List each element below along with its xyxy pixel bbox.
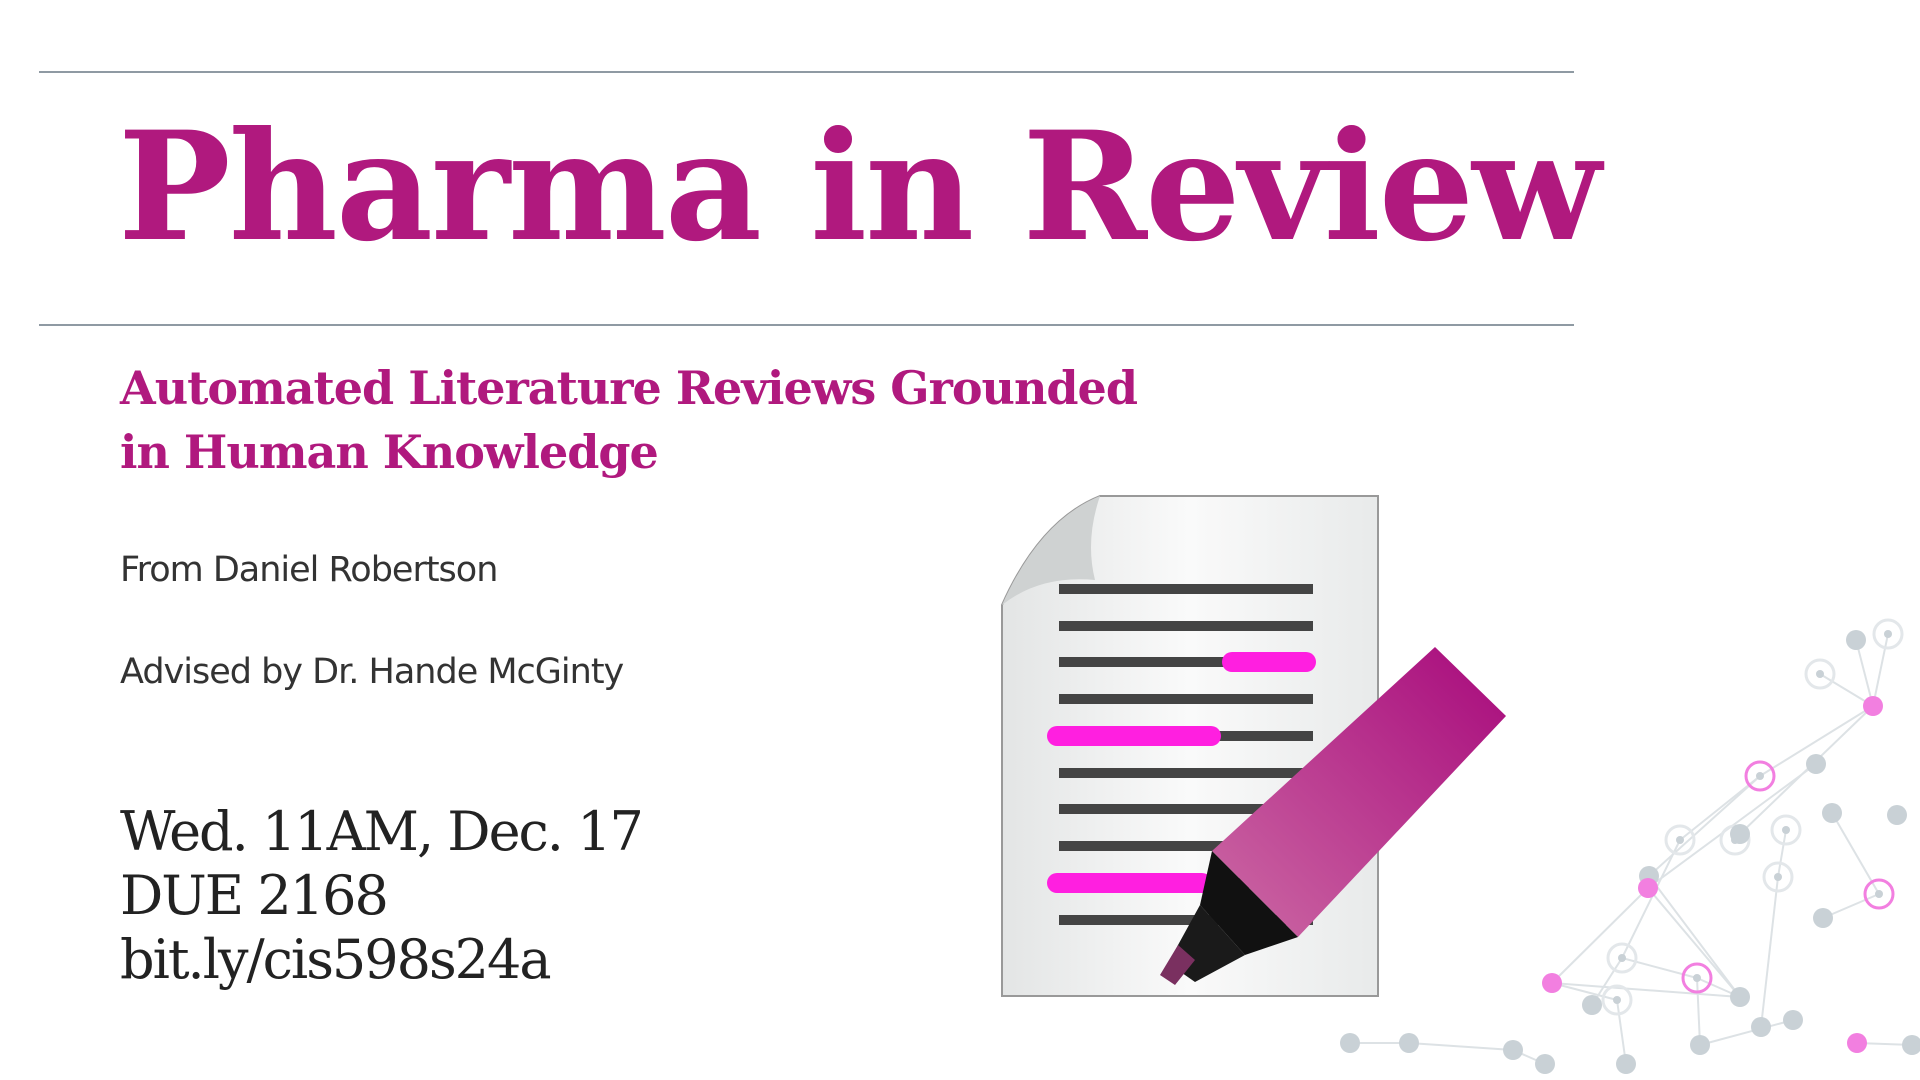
network-node [1664,824,1696,856]
document-text-line [1059,804,1313,814]
network-node [1887,805,1907,825]
network-edge [1551,982,1741,998]
network-node [1399,1033,1419,1053]
network-node [1503,1040,1523,1060]
network-node [1863,696,1883,716]
network-node-core [1884,630,1892,638]
network-node [1847,1033,1867,1053]
network-node [1806,754,1826,774]
title-bottom-rule [39,324,1574,326]
network-node [1535,1054,1555,1074]
network-node [1863,878,1895,910]
network-node [1730,987,1750,1007]
network-edge [1855,639,1874,707]
highlighter-marker-icon [1160,647,1506,985]
event-link[interactable]: bit.ly/cis598s24a [120,928,552,991]
network-node [1804,658,1836,690]
network-node [1872,618,1904,650]
network-edge [1621,839,1681,959]
network-node [1542,973,1562,993]
highlight-mark [1047,726,1221,746]
network-node-core [1756,772,1764,780]
network-node-core [1693,974,1701,982]
network-node-core [1618,954,1626,962]
network-node [1601,984,1633,1016]
subtitle-line-1: Automated Literature Reviews Grounded [120,361,1138,415]
network-node [1681,962,1713,994]
network-node [1822,803,1842,823]
network-edge [1551,887,1649,984]
network-node-core [1676,836,1684,844]
author: From Daniel Robertson [120,550,498,590]
network-node [1751,1017,1771,1037]
document-text-line [1059,657,1313,667]
network-node-core [1816,670,1824,678]
document-text-line [1059,694,1313,704]
highlight-mark [1222,652,1316,672]
network-edge [1648,775,1761,877]
network-node [1813,908,1833,928]
network-node [1582,995,1602,1015]
document-icon [1001,495,1379,997]
network-edge [1872,633,1889,707]
network-edge [1647,887,1741,998]
network-edge [1759,705,1874,777]
network-edge [1648,875,1741,998]
slide-subtitle: Automated Literature Reviews Grounded in… [120,356,1138,484]
network-node [1846,630,1866,650]
network-node [1762,861,1794,893]
network-node [1606,942,1638,974]
network-edge [1699,1019,1794,1046]
network-edge [1822,893,1880,919]
slide-title: Pharma in Review [118,99,1601,275]
highlight-mark [1047,873,1212,893]
network-node [1902,1035,1920,1055]
network-node-core [1782,826,1790,834]
network-node-core [1613,996,1621,1004]
advisor: Advised by Dr. Hande McGinty [120,652,624,692]
network-node [1616,1054,1636,1074]
network-edge [1551,982,1618,1001]
network-node [1744,760,1776,792]
network-edge [1819,673,1874,707]
network-edge [1696,977,1701,1046]
network-node [1770,814,1802,846]
network-edge [1777,829,1787,878]
event-details: Wed. 11AM, Dec. 17 DUE 2168 bit.ly/cis59… [120,800,644,992]
network-node [1783,1010,1803,1030]
network-edge [1760,876,1779,1028]
document-text-line [1059,915,1313,925]
event-time: Wed. 11AM, Dec. 17 [120,800,644,863]
event-room: DUE 2168 [120,864,389,927]
network-node [1638,878,1658,898]
subtitle-line-2: in Human Knowledge [120,425,659,479]
network-edge [1616,999,1627,1065]
document-text-line [1059,768,1313,778]
network-node [1340,1033,1360,1053]
network-edge [1831,812,1880,895]
network-node-core [1774,873,1782,881]
network-node [1690,1035,1710,1055]
network-edge [1408,1042,1514,1051]
document-text-line [1059,841,1313,851]
network-node [1730,824,1750,844]
document-text-line [1059,584,1313,594]
network-node-core [1875,890,1883,898]
top-rule [39,71,1574,73]
document-text-line [1059,621,1313,631]
